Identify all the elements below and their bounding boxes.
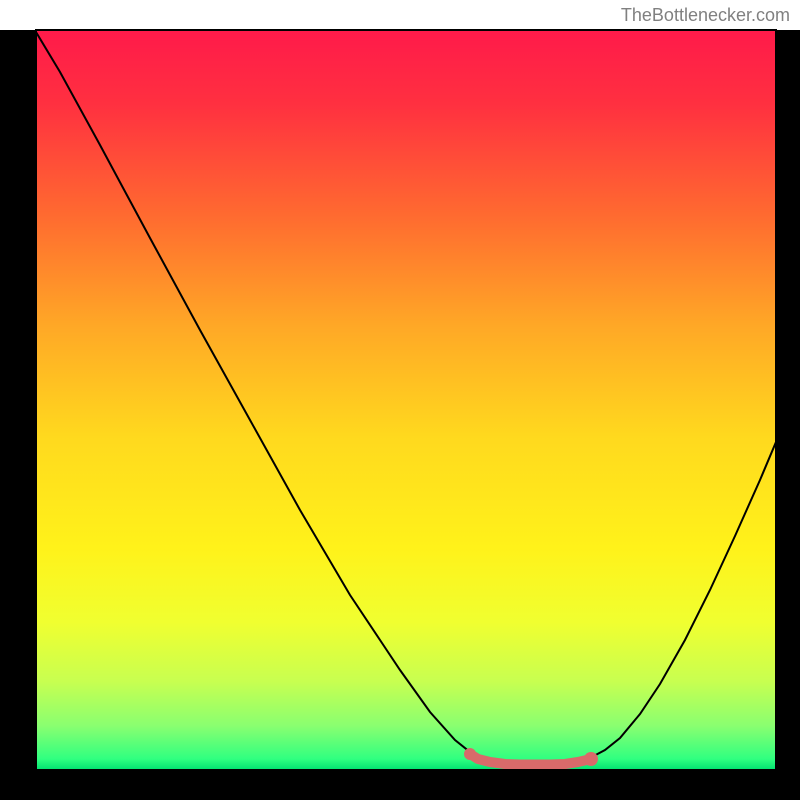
trough-start-dot [464,748,476,760]
plot-area [36,30,776,770]
watermark-text: TheBottlenecker.com [621,5,790,26]
chart-container: TheBottlenecker.com [0,0,800,800]
trough-end-dot [584,752,598,766]
bottleneck-curve [36,32,776,765]
trough-highlight [470,754,591,765]
curve-layer [36,30,776,770]
